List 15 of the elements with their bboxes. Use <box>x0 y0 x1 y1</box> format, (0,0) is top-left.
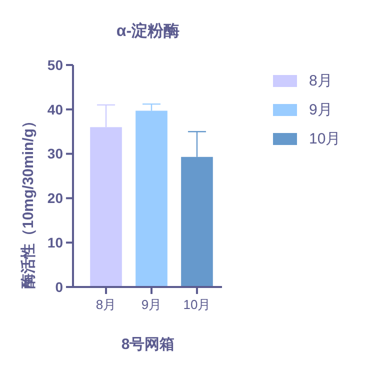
y-axis-title: 酶活性（10mg/30min/g） <box>20 113 37 289</box>
x-tick-label: 9月 <box>141 297 162 312</box>
legend-label: 9月 <box>309 101 332 118</box>
y-tick-label: 30 <box>47 146 64 162</box>
y-tick-label: 20 <box>47 190 64 206</box>
y-tick-label: 40 <box>47 101 64 118</box>
legend-label: 10月 <box>309 130 341 148</box>
x-tick-label: 8月 <box>96 297 116 312</box>
y-tick-label: 10 <box>47 234 64 250</box>
x-axis-title: 8号网箱 <box>121 336 175 353</box>
y-tick-label: 50 <box>47 56 64 73</box>
y-tick-label: 0 <box>55 278 64 295</box>
x-tick-label: 10月 <box>183 297 211 312</box>
legend-label: 8月 <box>309 72 332 90</box>
chart-title: α-淀粉酶 <box>116 22 180 40</box>
